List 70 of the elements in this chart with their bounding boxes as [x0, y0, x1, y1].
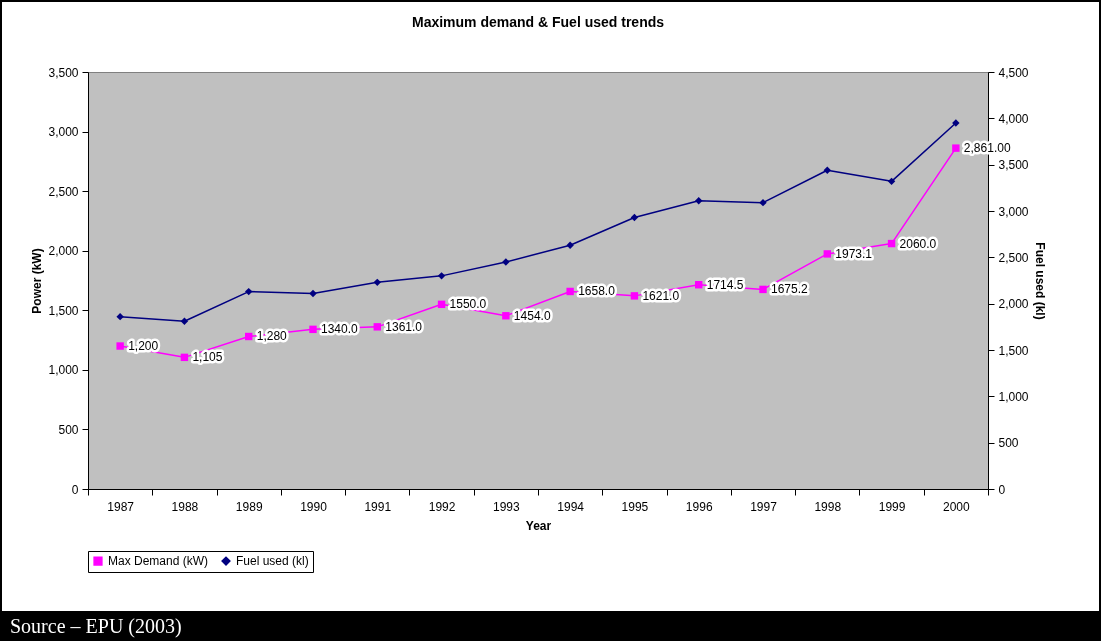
point [887, 177, 896, 186]
legend-label: Max Demand (kW) [108, 554, 209, 569]
data-label: 1973.1 [835, 246, 873, 261]
x-tick-label: 1989 [235, 499, 263, 514]
y2-tick-label: 500 [998, 436, 1019, 451]
x-tick-label: 1992 [428, 499, 456, 514]
data-label: 1621.0 [642, 288, 680, 303]
point [437, 272, 446, 280]
y2-tick-label: 3,500 [998, 158, 1029, 173]
point [566, 287, 574, 296]
y2-tick-label: 2,000 [998, 297, 1029, 312]
x-tick-label: 1988 [171, 499, 199, 514]
y-tick-label: 0 [71, 482, 79, 497]
point [180, 317, 189, 325]
x-tick-label: 1998 [814, 499, 842, 514]
point [309, 289, 317, 298]
point [373, 278, 381, 287]
y2-tick-label: 1,000 [998, 389, 1029, 404]
x-tick-label: 2000 [943, 499, 971, 514]
point [823, 166, 831, 174]
x-tick-label: 1995 [621, 499, 649, 514]
point [823, 250, 831, 258]
y-tick-label: 3,500 [48, 65, 79, 80]
point [759, 198, 767, 207]
x-tick-label: 1991 [364, 499, 392, 514]
data-label: 1361.0 [385, 319, 423, 334]
data-label: 1675.2 [771, 282, 809, 297]
y-tick-label: 3,000 [48, 125, 79, 140]
y2-tick-label: 4,500 [998, 65, 1029, 80]
x-tick-label: 1994 [557, 499, 585, 514]
point [759, 285, 767, 294]
y-axis-title: Power (kW) [30, 248, 45, 314]
x-tick-label: 1987 [107, 499, 135, 514]
data-label: 1550.0 [449, 297, 487, 312]
x-tick-label: 1993 [493, 499, 521, 514]
point [630, 292, 639, 300]
point [502, 312, 510, 320]
data-label: 1,200 [128, 339, 159, 354]
y2-tick-label: 0 [998, 482, 1006, 497]
x-tick-label: 1990 [300, 499, 328, 514]
point [952, 144, 960, 152]
point [373, 323, 381, 331]
y2-tick-label: 2,500 [998, 250, 1029, 265]
legend-label: Fuel used (kl) [236, 554, 309, 569]
x-tick-label: 1997 [750, 499, 778, 514]
data-label: 2060.0 [899, 236, 937, 251]
data-label: 1454.0 [513, 308, 551, 323]
x-axis-title: Year [525, 518, 552, 533]
y-tick-label: 2,500 [48, 184, 79, 199]
y-tick-label: 500 [58, 422, 79, 437]
source-note: Source – EPU (2003) [0, 611, 1101, 641]
point [245, 287, 253, 296]
y-tick-label: 1,500 [48, 303, 79, 318]
x-tick-label: 1996 [685, 499, 713, 514]
data-label: 1,280 [256, 329, 288, 344]
y2-tick-label: 4,000 [998, 111, 1029, 126]
point [566, 241, 574, 249]
y2-tick-label: 1,500 [998, 343, 1029, 358]
y2-tick-label: 3,000 [998, 204, 1029, 219]
chart-title: Maximum demand & Fuel used trends [411, 14, 665, 30]
point [116, 342, 124, 350]
point [630, 213, 639, 222]
data-label: 1,105 [192, 350, 223, 365]
y-tick-label: 1,000 [48, 363, 79, 378]
x-tick-label: 1999 [878, 499, 906, 514]
point [116, 312, 124, 321]
y-tick-label: 2,000 [48, 244, 79, 259]
point [309, 325, 317, 334]
point [695, 197, 703, 205]
y2-axis-title: Fuel used (kl) [1032, 242, 1047, 320]
